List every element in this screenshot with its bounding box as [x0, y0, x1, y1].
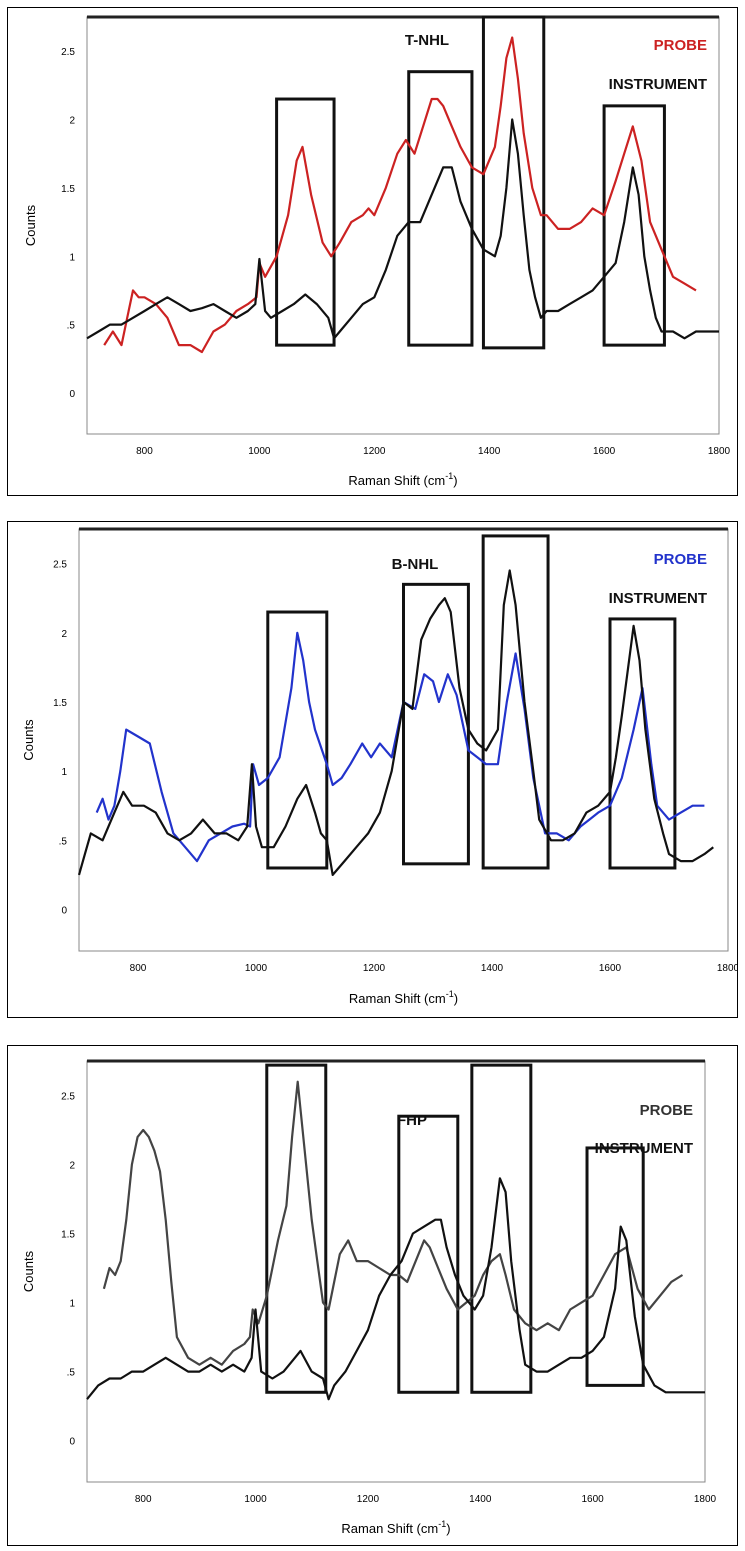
fhp-y-tick-label: 1 — [69, 1299, 75, 1310]
fhp-probe-line — [102, 1080, 684, 1366]
t-nhl-y-tick-label: 2.5 — [61, 47, 75, 58]
fhp-y-tick-label: .5 — [67, 1368, 76, 1379]
b-nhl-x-tick-label: 1600 — [599, 963, 622, 974]
b-nhl-y-tick-label: 0 — [61, 905, 67, 916]
b-nhl-highlight-box-1 — [266, 610, 329, 870]
fhp-highlight-box-1 — [265, 1063, 328, 1394]
b-nhl-y-tick-label: 1 — [61, 767, 67, 778]
fhp-y-tick-label: 1.5 — [61, 1230, 75, 1241]
chart-panel-1-frame — [7, 7, 738, 496]
b-nhl-y-axis-label: Counts — [21, 719, 36, 761]
t-nhl-x-axis-label: Raman Shift (cm-1) — [348, 471, 457, 488]
fhp-x-tick-label: 1800 — [694, 1494, 717, 1505]
t-nhl-x-tick-label: 1800 — [708, 446, 731, 457]
t-nhl-y-tick-label: 1.5 — [61, 184, 75, 195]
fhp-plot-area — [86, 1060, 706, 1483]
t-nhl-y-tick-label: 1 — [69, 252, 75, 263]
fhp-legend-probe: PROBE — [640, 1102, 693, 1119]
t-nhl-legend-instrument: INSTRUMENT — [609, 76, 707, 93]
t-nhl-y-tick-label: .5 — [67, 321, 76, 332]
b-nhl-y-tick-label: 2 — [61, 629, 67, 640]
fhp-chart-title: FHP — [397, 1112, 427, 1129]
fhp-highlight-box-2 — [397, 1114, 460, 1394]
fhp-y-tick-label: 0 — [69, 1437, 75, 1448]
fhp-instrument-line — [86, 1177, 705, 1401]
b-nhl-chart-title: B-NHL — [392, 556, 439, 573]
t-nhl-x-tick-label: 800 — [136, 446, 153, 457]
b-nhl-legend-instrument: INSTRUMENT — [609, 590, 707, 607]
fhp-x-tick-label: 1000 — [244, 1494, 267, 1505]
t-nhl-highlight-box-2 — [407, 70, 474, 347]
t-nhl-y-axis-label: Counts — [23, 204, 38, 246]
fhp-x-tick-label: 1600 — [582, 1494, 605, 1505]
b-nhl-highlight-box-2 — [402, 582, 470, 866]
fhp-x-tick-label: 1400 — [469, 1494, 492, 1505]
b-nhl-instrument-line — [77, 569, 714, 876]
fhp-x-tick-label: 1200 — [357, 1494, 380, 1505]
b-nhl-legend-probe: PROBE — [654, 551, 707, 568]
t-nhl-chart-title: T-NHL — [405, 32, 449, 49]
b-nhl-x-tick-label: 1400 — [481, 963, 504, 974]
t-nhl-probe-line — [103, 36, 697, 354]
fhp-y-tick-label: 2.5 — [61, 1092, 75, 1103]
t-nhl-y-tick-label: 2 — [69, 116, 75, 127]
fhp-x-axis-label: Raman Shift (cm-1) — [341, 1519, 450, 1536]
fhp-highlight-box-3 — [470, 1063, 533, 1394]
b-nhl-probe-line — [95, 631, 705, 863]
fhp-highlight-box-4 — [585, 1146, 645, 1387]
t-nhl-x-tick-label: 1400 — [478, 446, 501, 457]
fhp-legend-instrument: INSTRUMENT — [595, 1140, 693, 1157]
b-nhl-highlight-box-3 — [481, 534, 550, 870]
t-nhl-x-tick-label: 1200 — [363, 446, 386, 457]
chart-panel-3-frame — [7, 1045, 738, 1546]
t-nhl-legend-probe: PROBE — [654, 37, 707, 54]
t-nhl-instrument-line — [86, 118, 719, 340]
b-nhl-highlight-box-4 — [608, 617, 677, 870]
t-nhl-x-tick-label: 1000 — [248, 446, 271, 457]
t-nhl-highlight-box-4 — [602, 104, 666, 347]
b-nhl-x-tick-label: 800 — [130, 963, 147, 974]
t-nhl-x-tick-label: 1600 — [593, 446, 616, 457]
b-nhl-x-tick-label: 1200 — [363, 963, 386, 974]
t-nhl-highlight-box-3 — [481, 15, 546, 350]
b-nhl-x-axis-label: Raman Shift (cm-1) — [349, 989, 458, 1006]
fhp-y-tick-label: 2 — [69, 1161, 75, 1172]
chart-panel-2: 0 .5 1 1.5 2 2.5 800 1000 1200 1400 1600 1800 B-NHL P… — [21, 527, 738, 1006]
chart-panel-2-frame — [7, 521, 738, 1018]
b-nhl-x-tick-label: 1800 — [717, 963, 738, 974]
chart-panel-3: 0 .5 1 1.5 2 2.5 800 1000 1200 1400 1600 1800 FHP PRO… — [21, 1059, 717, 1536]
b-nhl-y-tick-label: 2.5 — [53, 560, 67, 571]
fhp-y-axis-label: Counts — [21, 1250, 36, 1292]
b-nhl-y-tick-label: .5 — [59, 836, 68, 847]
t-nhl-highlight-box-1 — [275, 97, 336, 347]
b-nhl-x-tick-label: 1000 — [245, 963, 268, 974]
t-nhl-y-tick-label: 0 — [69, 389, 75, 400]
chart-panel-1: 0 .5 1 1.5 2 2.5 800 1000 1200 1400 1600 1800 T-NHL P… — [23, 15, 731, 488]
fhp-x-tick-label: 800 — [135, 1494, 152, 1505]
b-nhl-y-tick-label: 1.5 — [53, 698, 67, 709]
